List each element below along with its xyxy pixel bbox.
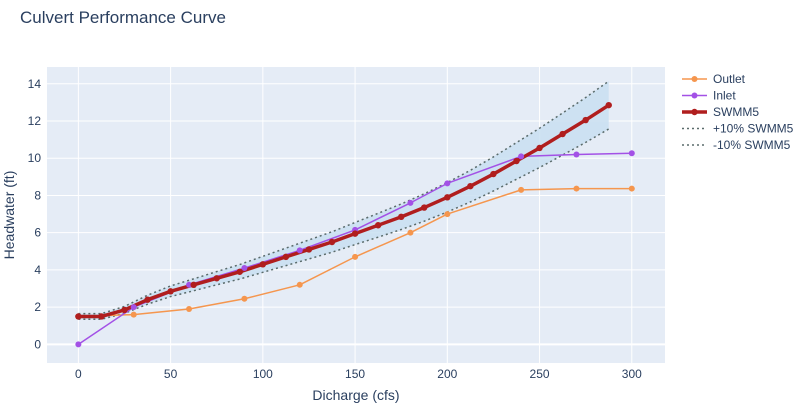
swmm5-point — [397, 213, 405, 221]
x-tick-label: 300 — [622, 367, 642, 381]
y-tick-label: 0 — [34, 337, 41, 351]
swmm5-point — [190, 281, 197, 289]
swmm5-point — [513, 157, 520, 165]
swmm5-point — [98, 313, 105, 320]
outlet-point — [130, 311, 137, 318]
legend-label-inlet: Inlet — [713, 89, 736, 103]
outlet-point — [573, 185, 580, 192]
legend-label-outlet: Outlet — [713, 72, 746, 86]
y-tick-label: 6 — [34, 226, 41, 240]
outlet-point — [628, 185, 635, 192]
x-tick-label: 250 — [530, 367, 550, 381]
inlet-point — [296, 247, 303, 254]
y-tick-labels: 0 2 4 6 8 10 12 14 — [28, 77, 42, 352]
series-markers — [75, 101, 635, 348]
x-axis-title: Dicharge (cfs) — [312, 387, 399, 403]
swmm5-point — [421, 204, 428, 211]
inlet-point — [241, 265, 248, 272]
swmm5-point — [144, 296, 151, 303]
y-tick-label: 4 — [34, 263, 41, 277]
inlet-point — [407, 199, 414, 206]
legend-item-swmm5-plus10[interactable]: +10% SWMM5 — [682, 122, 794, 136]
x-tick-label: 0 — [75, 367, 82, 381]
swmm5-point — [75, 313, 82, 320]
outlet-point — [518, 186, 525, 193]
swmm5-point — [213, 275, 220, 282]
swmm5-point — [236, 268, 243, 275]
outlet-point — [186, 306, 193, 313]
x-tick-label: 100 — [253, 367, 273, 381]
inlet-point — [186, 281, 193, 288]
swmm5-point — [605, 101, 612, 109]
swmm5-point — [167, 288, 174, 295]
legend-marker-inlet — [691, 92, 698, 99]
x-tick-label: 200 — [437, 367, 457, 381]
legend-item-outlet[interactable]: Outlet — [682, 72, 746, 86]
x-tick-label: 150 — [345, 367, 365, 381]
grid-lines — [47, 67, 665, 363]
x-tick-label: 50 — [164, 367, 178, 381]
inlet-point — [518, 153, 525, 160]
legend-marker-outlet — [691, 76, 698, 82]
y-tick-label: 2 — [34, 300, 41, 314]
swmm5-point — [305, 246, 313, 253]
swmm5-point — [559, 130, 566, 138]
swmm5-point — [467, 182, 474, 190]
legend-label-swmm5-plus10: +10% SWMM5 — [713, 122, 794, 136]
outlet-point — [296, 281, 303, 288]
swmm5-point — [374, 222, 382, 229]
swmm5-point — [490, 170, 497, 178]
swmm5-point — [444, 194, 451, 201]
inlet-point — [628, 150, 635, 157]
swmm5-point — [328, 238, 336, 246]
outlet-point — [241, 295, 248, 302]
y-tick-label: 10 — [28, 151, 42, 165]
outlet-point — [352, 253, 359, 260]
y-tick-label: 14 — [28, 77, 42, 91]
swmm5-minus10-line — [78, 128, 610, 321]
legend-label-swmm5-minus10: -10% SWMM5 — [713, 138, 791, 152]
legend[interactable]: Outlet Inlet SWMM5 +10% SWMM5 -10% SWMM5 — [682, 72, 794, 152]
swmm5-point — [351, 230, 359, 237]
y-tick-label: 8 — [34, 188, 41, 202]
y-axis-title: Headwater (ft) — [1, 171, 17, 260]
swmm5-point — [282, 253, 290, 261]
legend-label-swmm5: SWMM5 — [713, 105, 759, 119]
inlet-point — [75, 341, 82, 348]
swmm5-plus10-line — [78, 80, 610, 315]
legend-item-swmm5-minus10[interactable]: -10% SWMM5 — [682, 138, 791, 152]
legend-item-swmm5[interactable]: SWMM5 — [682, 105, 759, 119]
legend-item-inlet[interactable]: Inlet — [682, 89, 736, 103]
outlet-point — [444, 211, 451, 218]
outlet-point — [407, 229, 414, 236]
inlet-point — [130, 304, 137, 311]
inlet-point — [444, 180, 451, 187]
y-tick-label: 12 — [28, 114, 42, 128]
swmm5-point — [121, 306, 128, 314]
swmm5-point — [536, 144, 543, 152]
swmm5-point — [259, 261, 267, 268]
chart-title: Culvert Performance Curve — [20, 8, 226, 27]
x-tick-labels: 0 50 100 150 200 250 300 — [75, 367, 642, 381]
swmm5-point — [582, 116, 589, 124]
legend-marker-swmm5 — [691, 108, 698, 116]
inlet-point — [573, 151, 580, 158]
